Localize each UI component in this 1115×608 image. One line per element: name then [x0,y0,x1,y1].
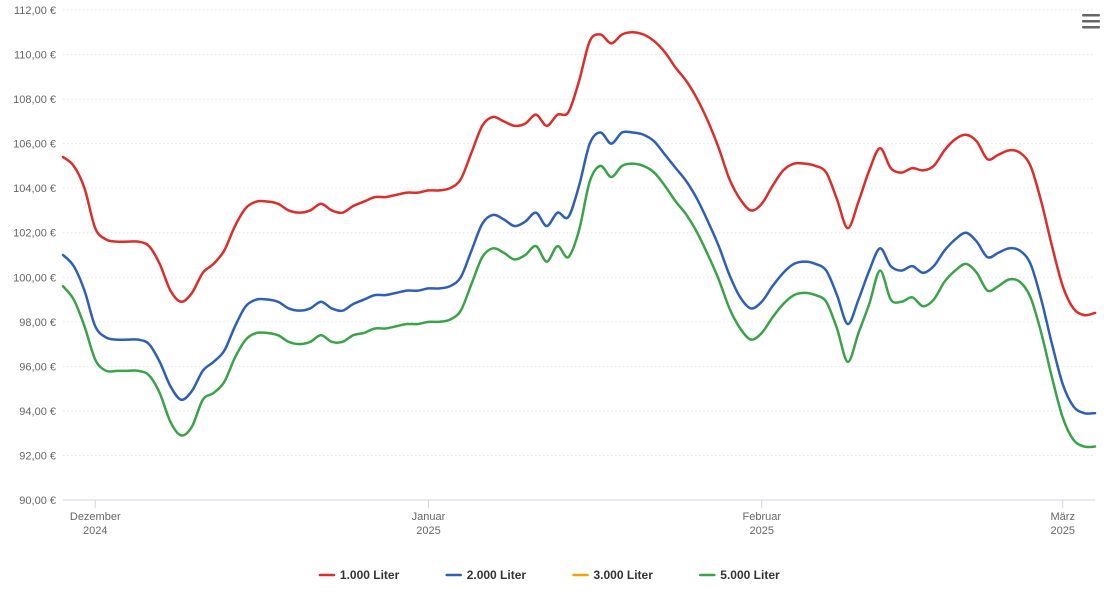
x-axis-label-month: Januar [412,511,446,523]
y-axis-label: 94,00 € [19,406,56,418]
y-axis-label: 100,00 € [13,272,56,284]
legend-label: 5.000 Liter [720,568,780,582]
y-axis-label: 90,00 € [19,495,56,507]
legend-label: 2.000 Liter [467,568,527,582]
y-axis-label: 106,00 € [13,139,56,151]
y-axis-label: 98,00 € [19,317,56,329]
x-axis-label-year: 2025 [750,525,774,537]
y-axis-label: 96,00 € [19,361,56,373]
y-axis-label: 104,00 € [13,183,56,195]
x-axis-label-month: März [1051,511,1075,523]
x-axis-label-year: 2024 [83,525,107,537]
y-axis-label: 102,00 € [13,228,56,240]
x-axis-label-year: 2025 [1051,525,1075,537]
y-axis-label: 112,00 € [14,5,56,17]
legend-label: 3.000 Liter [594,568,654,582]
chart-svg: 90,00 € 92,00 € 94,00 € 96,00 € 98,00 € 100,0… [0,0,1115,608]
legend-label: 1.000 Liter [340,568,400,582]
y-axis-label: 108,00 € [13,94,56,106]
y-axis-label: 92,00 € [19,450,56,462]
price-chart: 90,00 € 92,00 € 94,00 € 96,00 € 98,00 € 100,0… [0,0,1115,608]
y-axis-label: 110,00 € [14,50,56,62]
x-axis-label-month: Dezember [70,511,121,523]
x-axis-label-year: 2025 [416,525,440,537]
x-axis-label-month: Februar [742,511,781,523]
chart-menu-icon[interactable] [1079,10,1103,32]
